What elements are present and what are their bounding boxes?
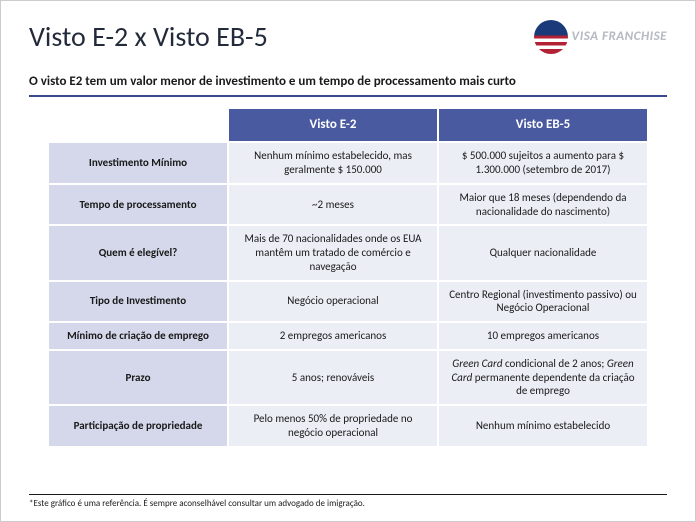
table-row: Prazo5 anos; renováveisGreen Card condic…: [48, 350, 648, 405]
row-label: Tempo de processamento: [48, 184, 228, 226]
row-label: Participação de propriedade: [48, 405, 228, 447]
cell-e2: ~2 meses: [228, 184, 438, 226]
logo-text: VISA FRANCHISE: [572, 29, 667, 44]
comparison-table-wrap: Visto E-2 Visto EB-5 Investimento Mínimo…: [1, 107, 695, 448]
page-title: Visto E-2 x Visto EB-5: [29, 19, 268, 54]
row-label: Investimento Mínimo: [48, 142, 228, 184]
table-row: Investimento MínimoNenhum mínimo estabel…: [48, 142, 648, 184]
cell-e2: Mais de 70 nacionalidades onde os EUA ma…: [228, 225, 438, 280]
cell-eb5: 10 empregos americanos: [438, 322, 648, 350]
footnote: *Este gráfico é uma referência. É sempre…: [29, 494, 667, 509]
divider: [29, 95, 667, 97]
row-label: Tipo de Investimento: [48, 281, 228, 323]
row-label: Mínimo de criação de emprego: [48, 322, 228, 350]
cell-eb5: Qualquer nacionalidade: [438, 225, 648, 280]
table-row: Participação de propriedadePelo menos 50…: [48, 405, 648, 447]
row-label: Prazo: [48, 350, 228, 405]
us-flag-icon: [534, 20, 568, 54]
header: Visto E-2 x Visto EB-5 VISA FRANCHISE: [1, 1, 695, 58]
cell-eb5: Nenhum mínimo estabelecido: [438, 405, 648, 447]
table-corner: [48, 108, 228, 142]
table-row: Quem é elegível?Mais de 70 nacionalidade…: [48, 225, 648, 280]
subtitle: O visto E2 tem um valor menor de investi…: [1, 58, 695, 95]
cell-eb5: Centro Regional (investimento passivo) o…: [438, 281, 648, 323]
comparison-table: Visto E-2 Visto EB-5 Investimento Mínimo…: [47, 107, 649, 448]
cell-eb5: Maior que 18 meses (dependendo da nacion…: [438, 184, 648, 226]
cell-e2: 2 empregos americanos: [228, 322, 438, 350]
table-row: Mínimo de criação de emprego2 empregos a…: [48, 322, 648, 350]
cell-eb5: $ 500.000 sujeitos a aumento para $ 1.30…: [438, 142, 648, 184]
table-row: Tempo de processamento~2 mesesMaior que …: [48, 184, 648, 226]
cell-e2: Nenhum mínimo estabelecido, mas geralmen…: [228, 142, 438, 184]
cell-e2: Negócio operacional: [228, 281, 438, 323]
cell-eb5: Green Card condicional de 2 anos; Green …: [438, 350, 648, 405]
col-header-e2: Visto E-2: [228, 108, 438, 142]
row-label: Quem é elegível?: [48, 225, 228, 280]
cell-e2: Pelo menos 50% de propriedade no negócio…: [228, 405, 438, 447]
logo: VISA FRANCHISE: [534, 20, 667, 54]
col-header-eb5: Visto EB-5: [438, 108, 648, 142]
table-row: Tipo de InvestimentoNegócio operacionalC…: [48, 281, 648, 323]
cell-e2: 5 anos; renováveis: [228, 350, 438, 405]
